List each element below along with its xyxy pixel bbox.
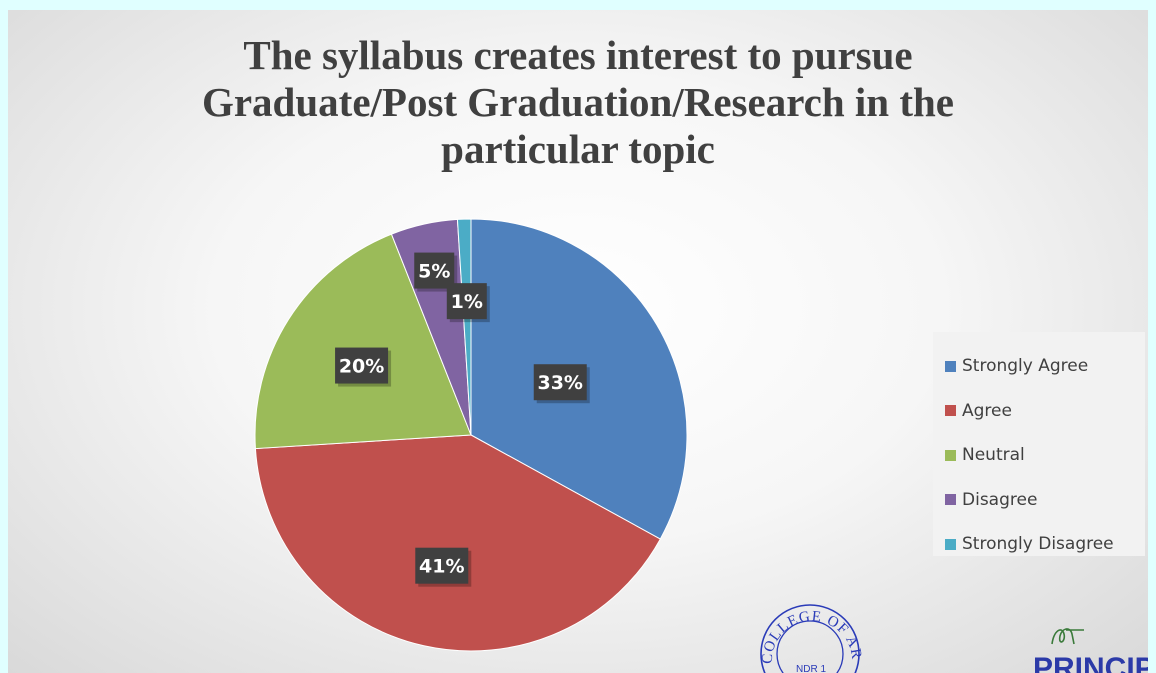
legend-item-neutral: Neutral: [933, 433, 1145, 478]
chart-area: The syllabus creates interest to pursue …: [8, 10, 1148, 673]
chart-title: The syllabus creates interest to pursue …: [201, 32, 955, 172]
svg-text:PRINCIP: PRINCIP: [1033, 652, 1148, 673]
svg-text:5%: 5%: [418, 261, 450, 283]
pie-slices: [254, 218, 688, 652]
legend: Strongly Agree Agree Neutral Disagree Strong…: [933, 332, 1145, 556]
pie-slice-neutral: [254, 233, 472, 450]
pie-slice-strongly-disagree: [456, 218, 472, 436]
data-label-strongly-disagree: 1%: [446, 283, 490, 323]
svg-text:33%: 33%: [537, 372, 582, 394]
data-label-agree: 41%: [415, 547, 472, 587]
pie-data-labels: 33% 41% 20% 5%1%: [335, 252, 590, 587]
pie-chart: 33% 41% 20% 5%1%: [254, 218, 688, 652]
legend-item-agree: Agree: [933, 389, 1145, 434]
legend-item-strongly-agree: Strongly Agree: [933, 344, 1145, 389]
data-label-neutral: 20%: [335, 347, 392, 387]
legend-swatch: [945, 538, 956, 550]
legend-label: Neutral: [962, 445, 1025, 466]
legend-label: Disagree: [962, 489, 1038, 510]
legend-label: Strongly Disagree: [962, 534, 1114, 555]
legend-label: Strongly Agree: [962, 356, 1089, 377]
svg-text:41%: 41%: [419, 556, 464, 578]
legend-label: Agree: [962, 400, 1012, 421]
legend-swatch: [945, 449, 956, 461]
legend-item-disagree: Disagree: [933, 478, 1145, 523]
svg-text:NDR 1: NDR 1: [796, 664, 826, 673]
svg-text:20%: 20%: [339, 356, 384, 378]
college-seal: COLLEGE OF ARTS & NDR 1: [758, 602, 862, 673]
svg-text:1%: 1%: [451, 291, 483, 313]
pie-slice-agree: [254, 434, 661, 652]
legend-item-strongly-disagree: Strongly Disagree: [933, 522, 1145, 567]
principal-signature: PRINCIP: [1033, 628, 1148, 673]
svg-text:COLLEGE OF ARTS &: COLLEGE OF ARTS &: [758, 602, 862, 664]
data-label-strongly-agree: 33%: [533, 364, 590, 404]
legend-swatch: [945, 360, 956, 372]
legend-swatch: [945, 494, 956, 506]
legend-swatch: [945, 405, 956, 417]
